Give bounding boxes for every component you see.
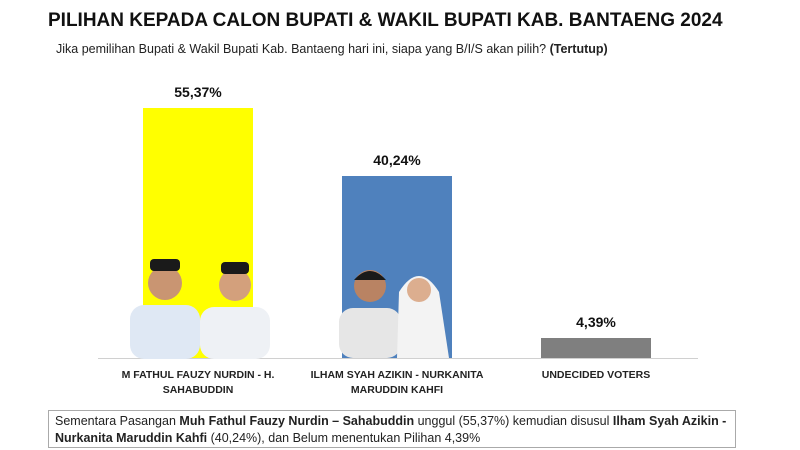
footnote: Sementara Pasangan Muh Fathul Fauzy Nurd… (48, 410, 736, 448)
footnote-text: unggul (55,37%) kemudian disusul (417, 414, 610, 428)
value-label: 4,39% (576, 314, 616, 331)
value-label: 55,37% (174, 84, 222, 100)
footnote-bold: Muh Fathul Fauzy Nurdin – Sahabuddin (179, 414, 415, 428)
value-label: 40,24% (373, 152, 421, 169)
category-label: UNDECIDED VOTERS (541, 369, 651, 381)
subtitle-text: Jika pemilihan Bupati & Wakil Bupati Kab… (56, 42, 547, 56)
baseline (98, 358, 698, 359)
bar (541, 338, 651, 358)
footnote-bold: Ilham Syah Azikin - Nurkanita Maruddin K… (55, 414, 727, 445)
chart-title: PILIHAN KEPADA CALON BUPATI & WAKIL BUPA… (48, 10, 723, 31)
candidate-photo (130, 259, 270, 359)
footnote-text: (40,24%), dan Belum menentukan Pilihan 4… (210, 431, 481, 445)
chart-subtitle: Jika pemilihan Bupati & Wakil Bupati Kab… (56, 42, 608, 56)
footnote-text: Sementara Pasangan (55, 414, 176, 428)
candidate-photo (339, 270, 449, 358)
category-label: ILHAM SYAH AZIKIN - NURKANITA MARUDDIN K… (310, 369, 484, 396)
category-label: M FATHUL FAUZY NURDIN - H. SAHABUDDIN (121, 369, 275, 396)
subtitle-note: (Tertutup) (549, 42, 608, 56)
